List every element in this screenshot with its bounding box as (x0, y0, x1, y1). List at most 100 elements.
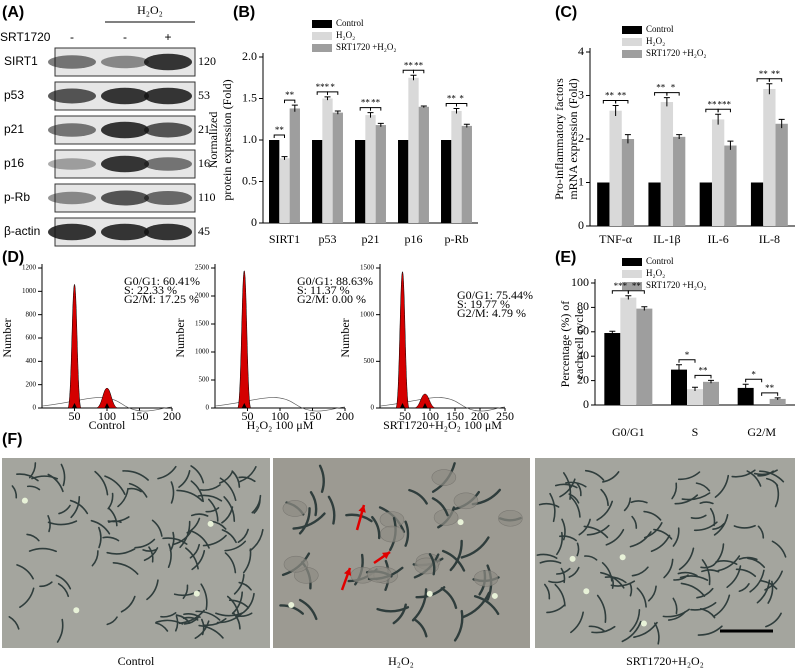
significance-bracket (615, 100, 629, 104)
cell (112, 562, 139, 575)
cell (178, 609, 205, 625)
bar (279, 158, 290, 223)
cell (183, 616, 200, 625)
bright-cell (21, 497, 28, 504)
significance-label: ** (361, 98, 371, 108)
y-tick-label: 1000 (22, 287, 37, 295)
bar (451, 110, 462, 223)
cell (221, 506, 234, 524)
cell (576, 482, 582, 497)
blot: SIRT1 120 p53 53 p21 21 p16 16 p-Rb 110 β-actin 45 (4, 47, 216, 247)
error-bar (420, 105, 427, 108)
cell (231, 591, 244, 615)
significance-label: * (459, 94, 464, 104)
y-tick-label: 20 (577, 372, 589, 386)
cell (596, 594, 607, 623)
blot-band (48, 158, 96, 170)
cell (650, 534, 671, 553)
cell (242, 548, 252, 574)
x-tick-label: 200 (471, 409, 489, 423)
x-tick-label: 250 (496, 409, 514, 423)
x-tick-label: IL-8 (759, 232, 780, 246)
cell (70, 495, 81, 519)
red-arrowhead (382, 552, 390, 560)
significance-bracket (273, 134, 285, 138)
bright-cell (73, 607, 80, 614)
cell (55, 574, 72, 590)
cell (345, 513, 373, 523)
peak-marker (104, 403, 110, 408)
cell (179, 520, 191, 549)
x-tick-label: p53 (319, 232, 337, 246)
micrograph-caption: H₂O₂ (388, 654, 414, 668)
error-bar (334, 110, 341, 115)
cell (232, 611, 241, 630)
cell (174, 615, 179, 632)
protein-label: p-Rb (4, 190, 30, 204)
cell (31, 475, 59, 480)
cell (148, 546, 154, 563)
cell (392, 603, 407, 625)
cell (757, 470, 775, 477)
cell (636, 587, 647, 608)
cell (202, 534, 227, 547)
cell (674, 494, 699, 505)
cell (157, 465, 177, 480)
bar (750, 182, 764, 226)
y-axis-label: mRNA expression (Fold) (566, 78, 580, 199)
cell (26, 485, 41, 491)
significance-label: *** (614, 281, 628, 291)
cell (11, 485, 18, 499)
y-tick-label: 1000 (360, 310, 375, 318)
panel-label: (E) (555, 249, 576, 266)
legend-label: H₂O₂ (646, 36, 665, 46)
cell (234, 612, 253, 617)
cell (107, 492, 114, 510)
cell (749, 569, 765, 593)
peak-marker (400, 403, 405, 408)
cell (738, 556, 758, 561)
cell (449, 539, 463, 572)
cell (604, 576, 627, 584)
significance-bracket (284, 99, 296, 104)
y-tick-label: 500 (364, 357, 375, 365)
cell (681, 492, 711, 501)
stats-label: G2/M: 4.79 % (457, 306, 526, 320)
y-tick-label: 40 (577, 348, 589, 362)
cell (239, 466, 257, 483)
cell (559, 535, 577, 542)
significance-label: ** (699, 365, 709, 375)
significance-bracket (761, 392, 779, 396)
bar (322, 98, 333, 223)
blot-band (48, 123, 96, 137)
cell (629, 531, 652, 548)
cell (127, 487, 142, 493)
cell (108, 507, 118, 527)
significance-label: ** (275, 125, 285, 135)
y-tick-label: 1000 (195, 348, 210, 356)
y-tick-label: 0 (578, 218, 584, 232)
bar (461, 125, 472, 223)
cell (238, 581, 252, 591)
bright-cell (583, 588, 590, 595)
cell (182, 584, 189, 600)
cell (586, 524, 610, 536)
cell (231, 470, 241, 488)
legend-label: SRT1720 +H₂O₂ (646, 280, 707, 290)
cell (215, 611, 244, 617)
bar (673, 136, 686, 226)
cell (178, 469, 191, 488)
y-tick-label: 2000 (195, 292, 210, 300)
cell (185, 547, 199, 570)
y-tick-label: 1.5 (242, 90, 257, 104)
bar (648, 182, 661, 226)
cell (460, 536, 490, 559)
error-bar (742, 383, 749, 392)
error-bar (291, 104, 298, 112)
bright-cell (619, 554, 626, 561)
error-bar (324, 96, 331, 101)
cell (176, 489, 203, 502)
cell (714, 474, 730, 498)
cell (548, 579, 566, 584)
cell (146, 579, 159, 601)
